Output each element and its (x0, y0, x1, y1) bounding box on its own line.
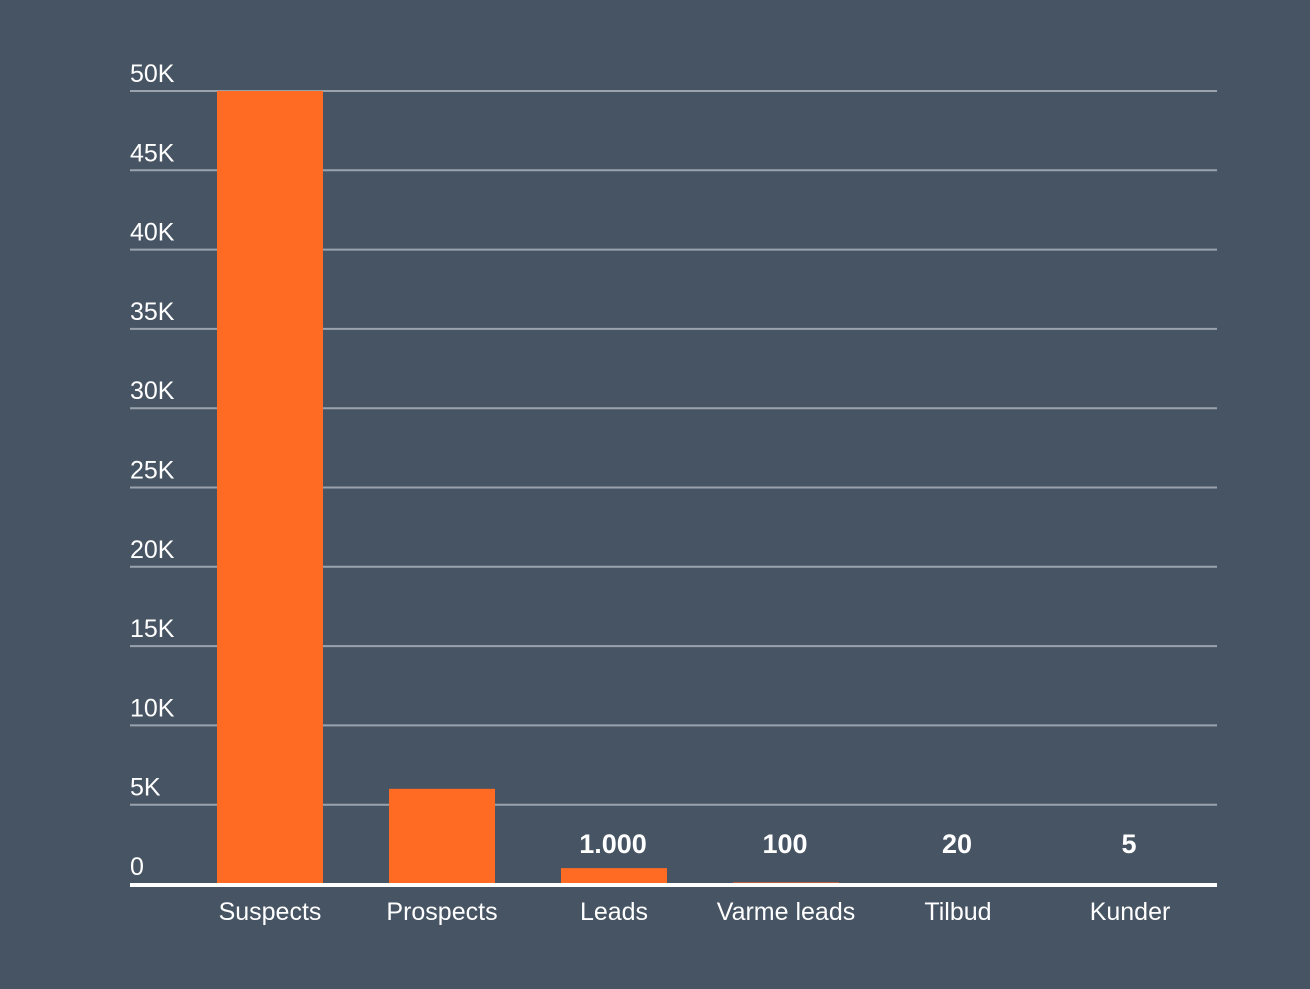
y-tick-label: 25K (130, 457, 175, 485)
x-category-label: Prospects (386, 898, 497, 926)
data-label: 1.000 (579, 829, 647, 859)
y-tick-label: 40K (130, 219, 175, 247)
x-category-label: Varme leads (717, 898, 856, 926)
y-tick-label: 45K (130, 139, 175, 167)
y-tick-label: 5K (130, 774, 161, 802)
y-tick-label: 15K (130, 615, 175, 643)
y-tick-label: 10K (130, 694, 175, 722)
bar-suspects (217, 91, 323, 884)
data-label: 20 (942, 829, 972, 859)
x-category-label: Suspects (219, 898, 322, 926)
x-category-label: Leads (580, 898, 648, 926)
y-tick-label: 20K (130, 536, 175, 564)
x-category-label: Tilbud (924, 898, 991, 926)
y-tick-label: 50K (130, 60, 175, 88)
bar-leads (561, 868, 667, 884)
data-label: 5 (1121, 829, 1136, 859)
x-category-label: Kunder (1090, 898, 1171, 926)
y-tick-label: 35K (130, 298, 175, 326)
y-tick-label: 0 (130, 853, 144, 881)
y-tick-label: 30K (130, 377, 175, 405)
bar-prospects (389, 789, 495, 884)
data-label: 100 (762, 829, 807, 859)
